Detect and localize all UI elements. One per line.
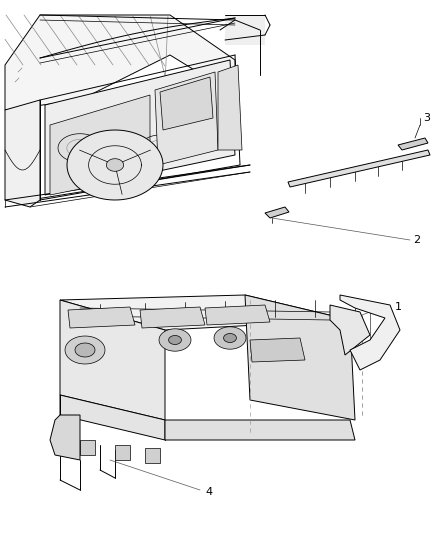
- Polygon shape: [80, 440, 95, 455]
- Text: 4: 4: [205, 487, 212, 497]
- Polygon shape: [65, 336, 105, 364]
- Polygon shape: [68, 307, 135, 328]
- Polygon shape: [75, 343, 95, 357]
- Text: 1: 1: [395, 302, 402, 312]
- Polygon shape: [250, 338, 305, 362]
- Polygon shape: [60, 300, 165, 420]
- Polygon shape: [5, 100, 40, 207]
- Polygon shape: [115, 445, 130, 460]
- Polygon shape: [145, 448, 160, 463]
- Polygon shape: [60, 395, 165, 440]
- Polygon shape: [265, 207, 289, 218]
- Polygon shape: [50, 415, 80, 460]
- Polygon shape: [67, 130, 163, 200]
- Polygon shape: [245, 295, 355, 420]
- Polygon shape: [140, 307, 205, 328]
- Polygon shape: [214, 327, 246, 349]
- Text: 3: 3: [423, 113, 430, 123]
- Polygon shape: [160, 77, 213, 130]
- Polygon shape: [45, 60, 235, 195]
- Polygon shape: [218, 65, 242, 150]
- Polygon shape: [205, 305, 270, 325]
- Polygon shape: [50, 95, 150, 195]
- Polygon shape: [340, 295, 400, 370]
- Polygon shape: [330, 305, 370, 355]
- Polygon shape: [169, 335, 181, 344]
- Polygon shape: [165, 420, 355, 440]
- Polygon shape: [224, 334, 237, 343]
- Polygon shape: [155, 72, 218, 165]
- Polygon shape: [106, 159, 124, 171]
- Polygon shape: [398, 138, 428, 150]
- Polygon shape: [288, 150, 430, 187]
- Polygon shape: [159, 329, 191, 351]
- Polygon shape: [60, 295, 350, 330]
- Polygon shape: [5, 15, 235, 110]
- Text: 2: 2: [413, 235, 420, 245]
